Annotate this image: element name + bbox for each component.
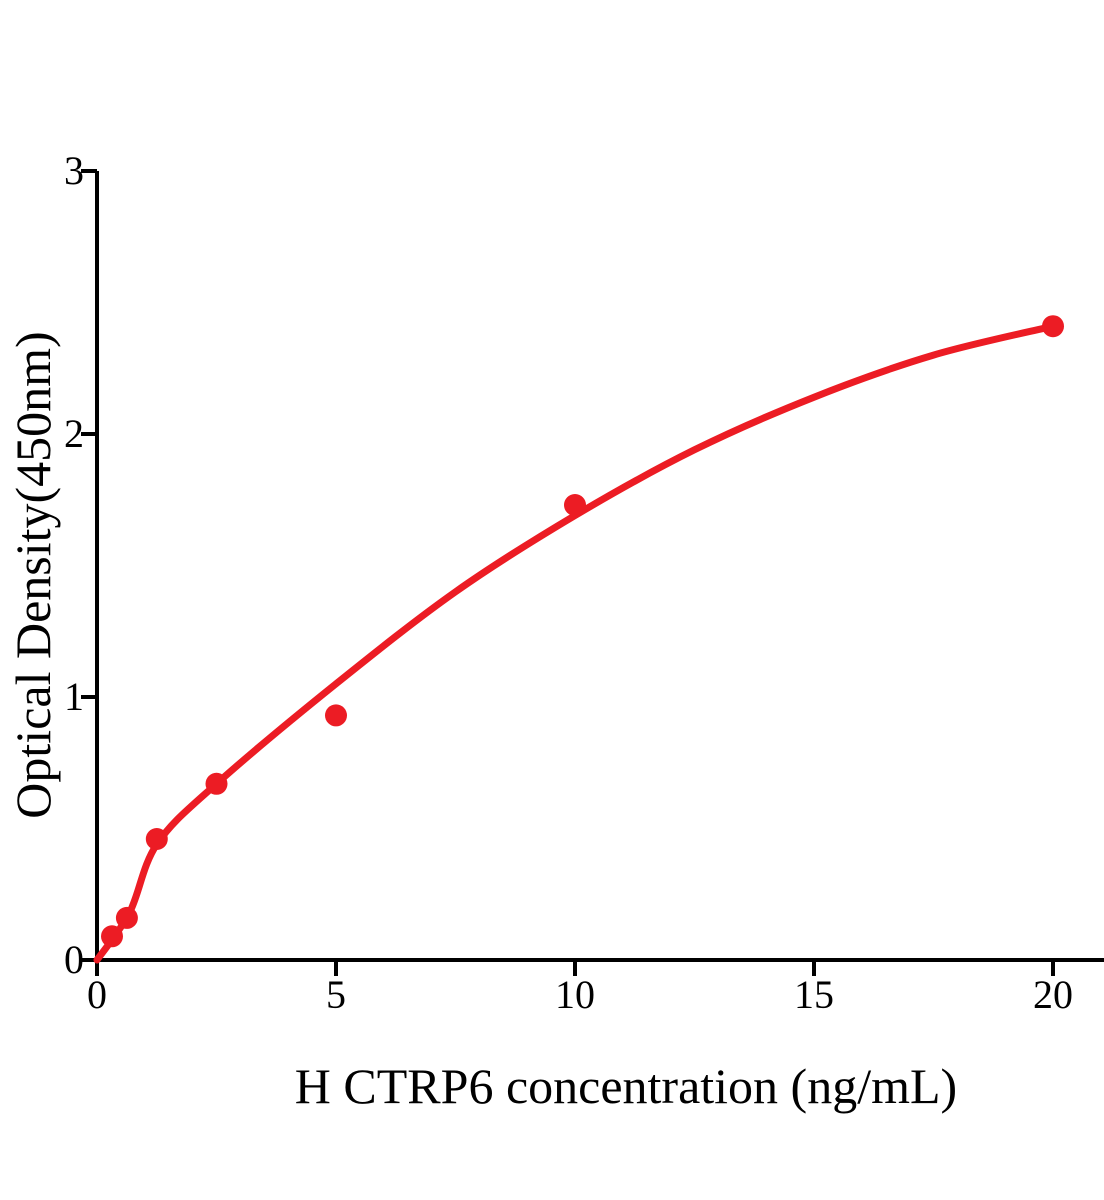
curve-layer xyxy=(93,322,1057,964)
x-tick-label: 20 xyxy=(1033,972,1073,1017)
fit-curve-line xyxy=(93,322,1057,964)
labels-layer: 0 5 10 15 20 0 1 2 3 xyxy=(64,148,1073,1017)
data-point xyxy=(101,925,123,948)
x-tick-label: 15 xyxy=(794,972,834,1017)
y-tick-label: 1 xyxy=(64,674,84,719)
x-tick-label: 10 xyxy=(555,972,595,1017)
data-point xyxy=(325,704,347,727)
x-tick-label: 5 xyxy=(326,972,346,1017)
x-tick-label: 0 xyxy=(87,972,107,1017)
data-point xyxy=(564,494,586,516)
y-axis-title: Optical Density(450nm) xyxy=(5,331,61,818)
y-tick-label: 0 xyxy=(64,937,84,982)
x-axis-title: H CTRP6 concentration (ng/mL) xyxy=(295,1058,957,1114)
y-tick-label: 2 xyxy=(64,411,84,456)
axes-layer xyxy=(81,169,1104,976)
points-layer xyxy=(101,315,1064,948)
data-point xyxy=(205,772,228,795)
data-point xyxy=(145,828,168,850)
data-point xyxy=(1042,315,1064,338)
data-point xyxy=(115,906,138,929)
y-tick-label: 3 xyxy=(64,148,84,193)
